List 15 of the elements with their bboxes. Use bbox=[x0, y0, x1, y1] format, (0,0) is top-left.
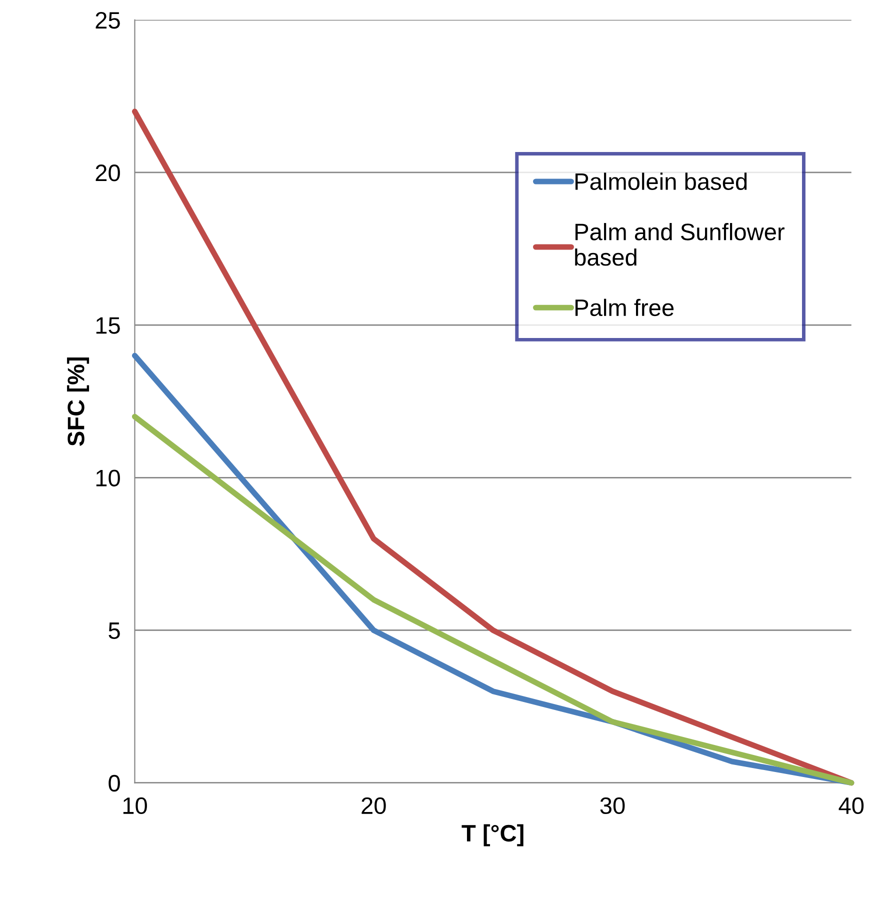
y-tick-label: 0 bbox=[108, 774, 120, 792]
x-tick-label: 10 bbox=[123, 797, 147, 814]
legend-label: Palmolein based bbox=[575, 172, 747, 190]
y-tick-label: 5 bbox=[108, 622, 120, 640]
y-axis-title: SFC [%] bbox=[67, 357, 90, 446]
legend-label: Palm free bbox=[575, 298, 674, 316]
y-tick-label: 25 bbox=[96, 12, 120, 29]
x-tick-label: 20 bbox=[362, 797, 386, 814]
y-tick-label: 20 bbox=[96, 164, 120, 182]
y-tick-label: 10 bbox=[96, 470, 120, 486]
x-axis-title: T [°C] bbox=[462, 824, 524, 846]
x-tick-label: 40 bbox=[838, 797, 864, 814]
y-tick-label: 15 bbox=[96, 317, 120, 334]
legend-label: Palm and Sunflower based bbox=[575, 223, 784, 266]
x-tick-label: 30 bbox=[600, 797, 625, 814]
